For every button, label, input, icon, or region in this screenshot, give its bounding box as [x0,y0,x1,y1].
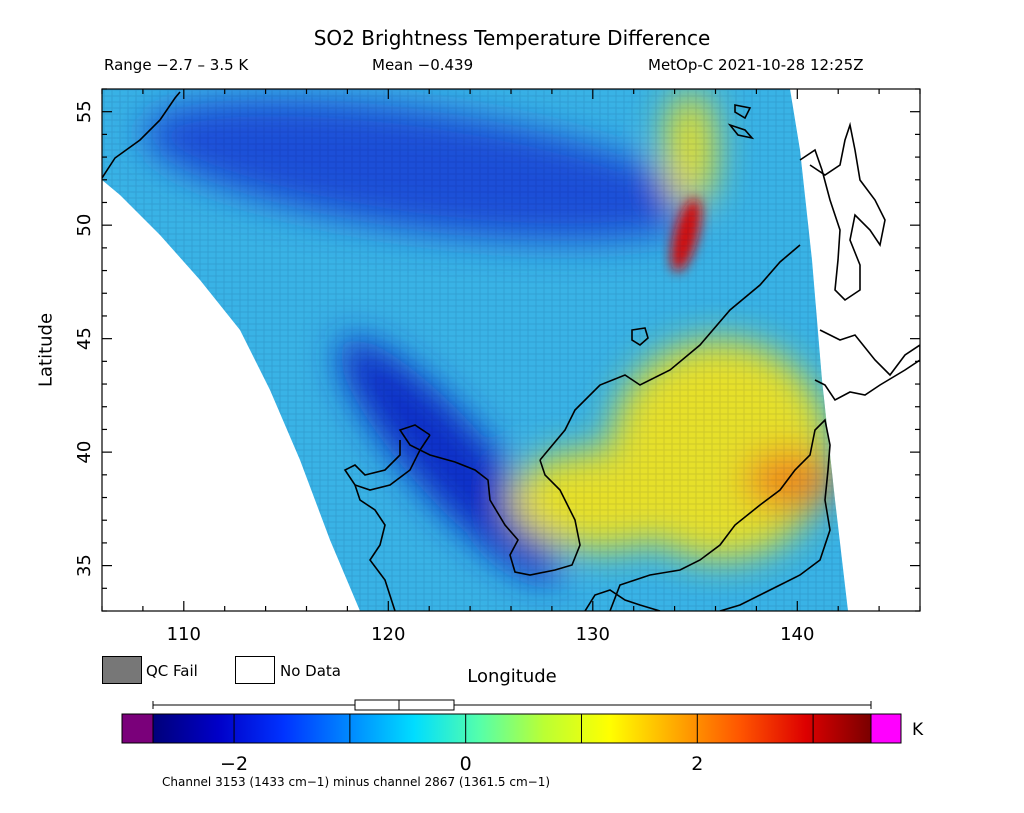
colorbar-unit: K [912,720,924,740]
x-tick-label: 110 [167,624,201,645]
y-tick-label: 50 [74,214,95,237]
colorbar-below-range [121,713,154,744]
coastline-hokkaido [814,329,920,402]
x-tick-label: 130 [576,624,610,645]
coastline-north-asia [102,91,181,179]
x-tick-label: 120 [371,624,405,645]
coastline-primorye [539,244,801,461]
colorbar-tick-labels: −2 0 2 [220,753,703,775]
plot-title: SO2 Brightness Temperature Difference [313,26,711,50]
coastline-japan-kyushu [584,589,661,611]
y-tick-label: 45 [74,327,95,350]
y-axis-label: Latitude [35,312,57,388]
colorbar [152,713,872,744]
coastline-sakhalin [799,121,886,302]
colorbar-above-range [870,713,902,744]
colorbar-tick-label: 2 [691,753,703,775]
satellite-time-label: MetOp-C 2021-10-28 12:25Z [648,56,864,74]
y-tick-label: 40 [74,441,95,464]
data-field [102,89,848,611]
range-label: Range −2.7 – 3.5 K [104,56,249,74]
coastline-small-lake [631,327,649,346]
y-tick-label: 35 [74,554,95,577]
coastlines [102,91,920,611]
coastline-japan-honshu [609,418,831,611]
mean-label: Mean −0.439 [372,56,474,74]
coastline-china-bohai [343,434,431,491]
y-tick-label: 55 [74,100,95,123]
coastline-china-east [354,484,396,611]
coastline-kuril-2 [727,123,755,140]
coastline-korea [398,424,581,576]
boxplot-box [354,699,455,711]
no-data-swatch [235,656,275,684]
x-axis-label: Longitude [467,666,557,687]
qc-fail-swatch [102,656,142,684]
colorbar-ticks [233,714,814,743]
axis-ticks [101,88,921,612]
channel-footnote: Channel 3153 (1433 cm−1) minus channel 2… [162,775,551,789]
colorbar-tick-label: −2 [220,753,248,775]
no-data-label: No Data [280,662,341,680]
boxplot [152,699,872,711]
colorbar-tick-label: 0 [460,753,472,775]
coastline-kuril-1 [734,104,752,120]
x-tick-label: 140 [780,624,814,645]
qc-fail-label: QC Fail [146,662,198,680]
axis-tick-labels: 110 120 130 140 55 50 45 40 35 [74,100,814,645]
